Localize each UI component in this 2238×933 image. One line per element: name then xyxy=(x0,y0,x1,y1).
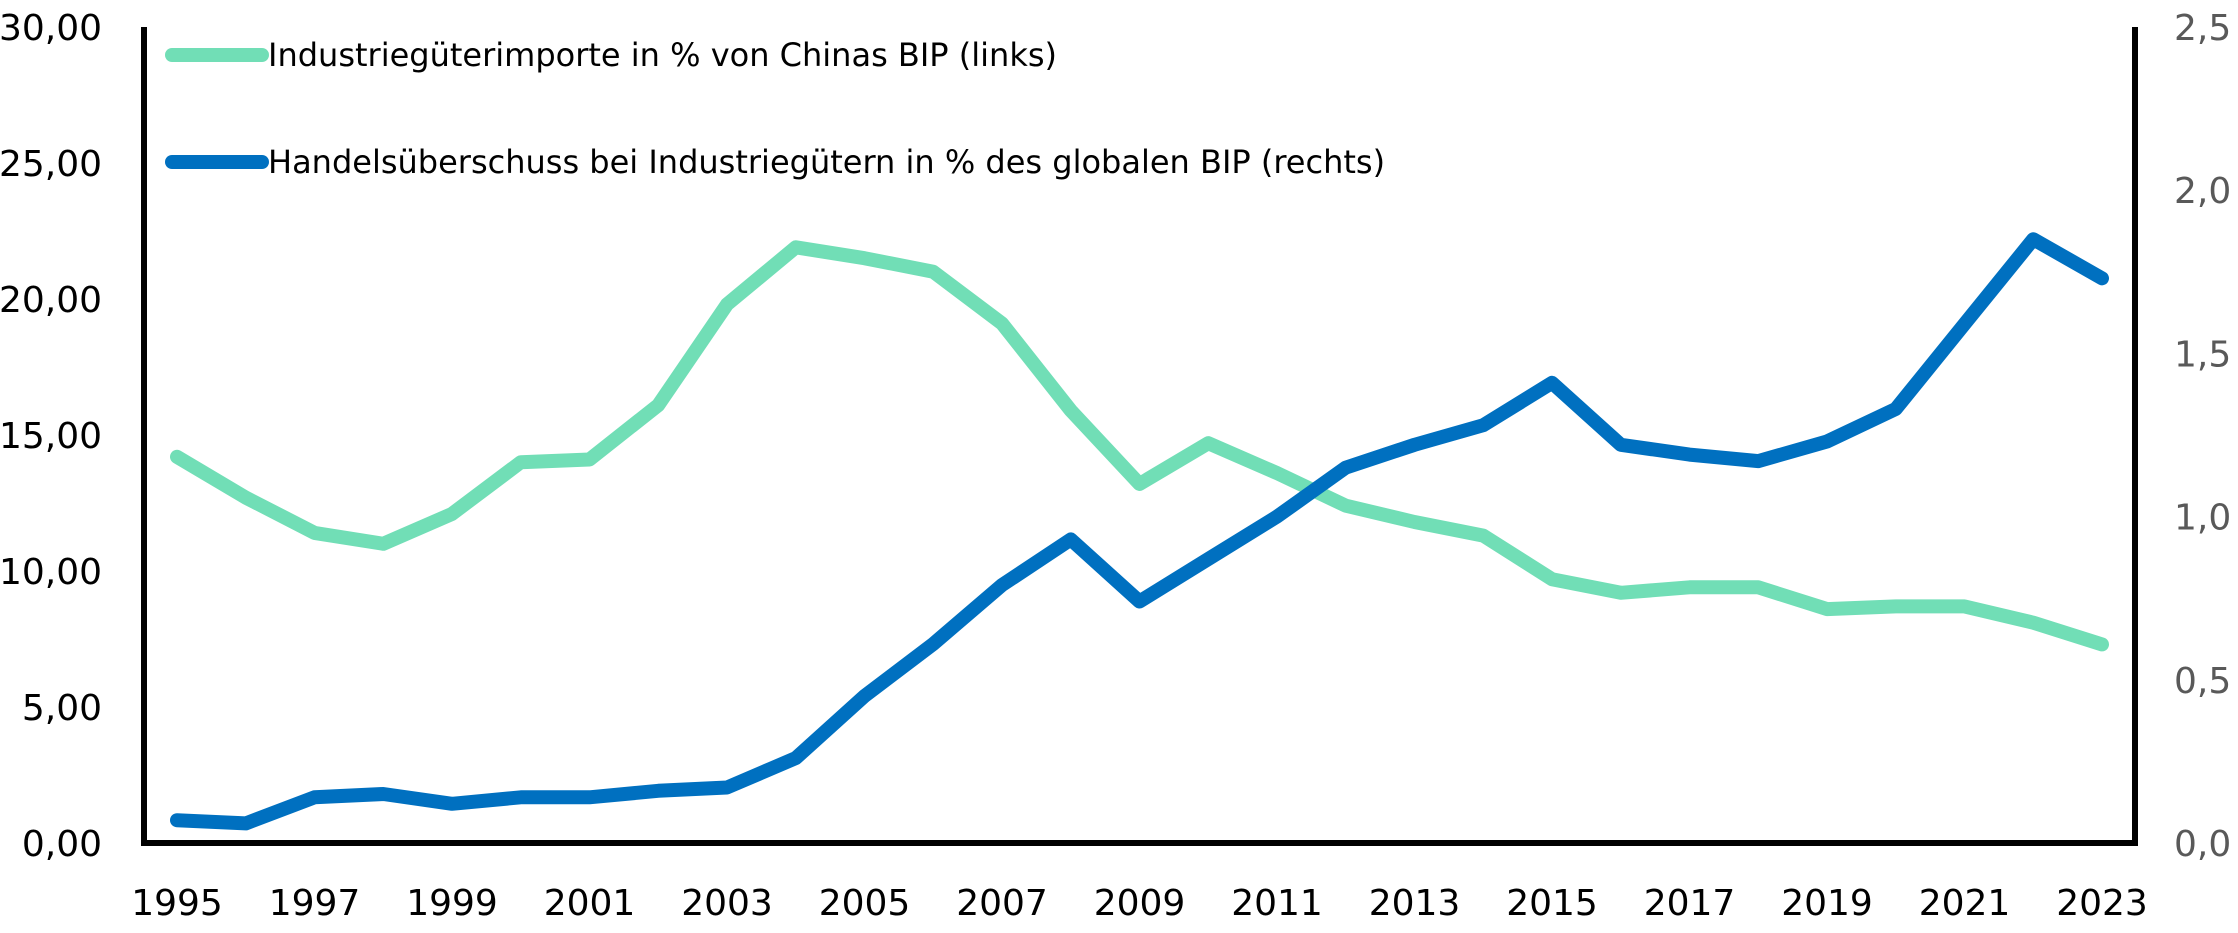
y-tick-label-left: 15,00 xyxy=(0,416,102,457)
y-tick-label-left: 10,00 xyxy=(0,552,102,593)
x-tick-label: 2017 xyxy=(1644,883,1736,924)
y-tick-label-left: 20,00 xyxy=(0,280,102,321)
legend-item-surplus: Handelsüberschuss bei Industriegütern in… xyxy=(165,143,1385,181)
y-tick-label-left: 0,00 xyxy=(22,824,102,865)
axes xyxy=(141,27,2138,846)
y-ticks-left: 0,00 5,00 10,00 15,00 20,00 25,00 30,00 xyxy=(0,8,102,865)
x-tick-label: 2001 xyxy=(544,883,636,924)
y-tick-label-left: 5,00 xyxy=(22,688,102,729)
y-tick-label-left: 25,00 xyxy=(0,144,102,185)
y-tick-label-right: 2,5 xyxy=(2174,8,2231,49)
y-tick-label-right: 2,0 xyxy=(2174,171,2231,212)
y-tick-label-left: 30,00 xyxy=(0,8,102,49)
legend: Industriegüterimporte in % von Chinas BI… xyxy=(165,36,1385,181)
x-tick-label: 1997 xyxy=(269,883,361,924)
x-tick-label: 2021 xyxy=(1919,883,2011,924)
x-ticks: 1995 1997 1999 2001 2003 2005 2007 2009 2011 2013… xyxy=(131,883,2148,924)
series-line-imports xyxy=(170,240,2109,652)
x-tick-label: 2003 xyxy=(681,883,773,924)
y-tick-label-right: 0,5 xyxy=(2174,661,2231,702)
y-tick-label-right: 1,5 xyxy=(2174,334,2231,375)
legend-item-imports: Industriegüterimporte in % von Chinas BI… xyxy=(165,36,1057,74)
x-tick-label: 2023 xyxy=(2056,883,2148,924)
y-ticks-right: 0,0 0,5 1,0 1,5 2,0 2,5 xyxy=(2174,8,2231,865)
x-tick-label: 2015 xyxy=(1506,883,1598,924)
x-tick-label: 2005 xyxy=(819,883,911,924)
x-tick-label: 2007 xyxy=(956,883,1048,924)
y-tick-label-right: 0,0 xyxy=(2174,824,2231,865)
y-tick-label-right: 1,0 xyxy=(2174,498,2231,539)
legend-label-surplus: Handelsüberschuss bei Industriegütern in… xyxy=(268,143,1385,181)
series-line-surplus xyxy=(170,232,2109,831)
x-tick-label: 1995 xyxy=(131,883,223,924)
x-tick-label: 2011 xyxy=(1231,883,1323,924)
x-tick-label: 2019 xyxy=(1781,883,1873,924)
x-tick-label: 2013 xyxy=(1369,883,1461,924)
series-lines xyxy=(170,232,2109,831)
legend-label-imports: Industriegüterimporte in % von Chinas BI… xyxy=(268,36,1057,74)
x-tick-label: 1999 xyxy=(406,883,498,924)
x-tick-label: 2009 xyxy=(1094,883,1186,924)
